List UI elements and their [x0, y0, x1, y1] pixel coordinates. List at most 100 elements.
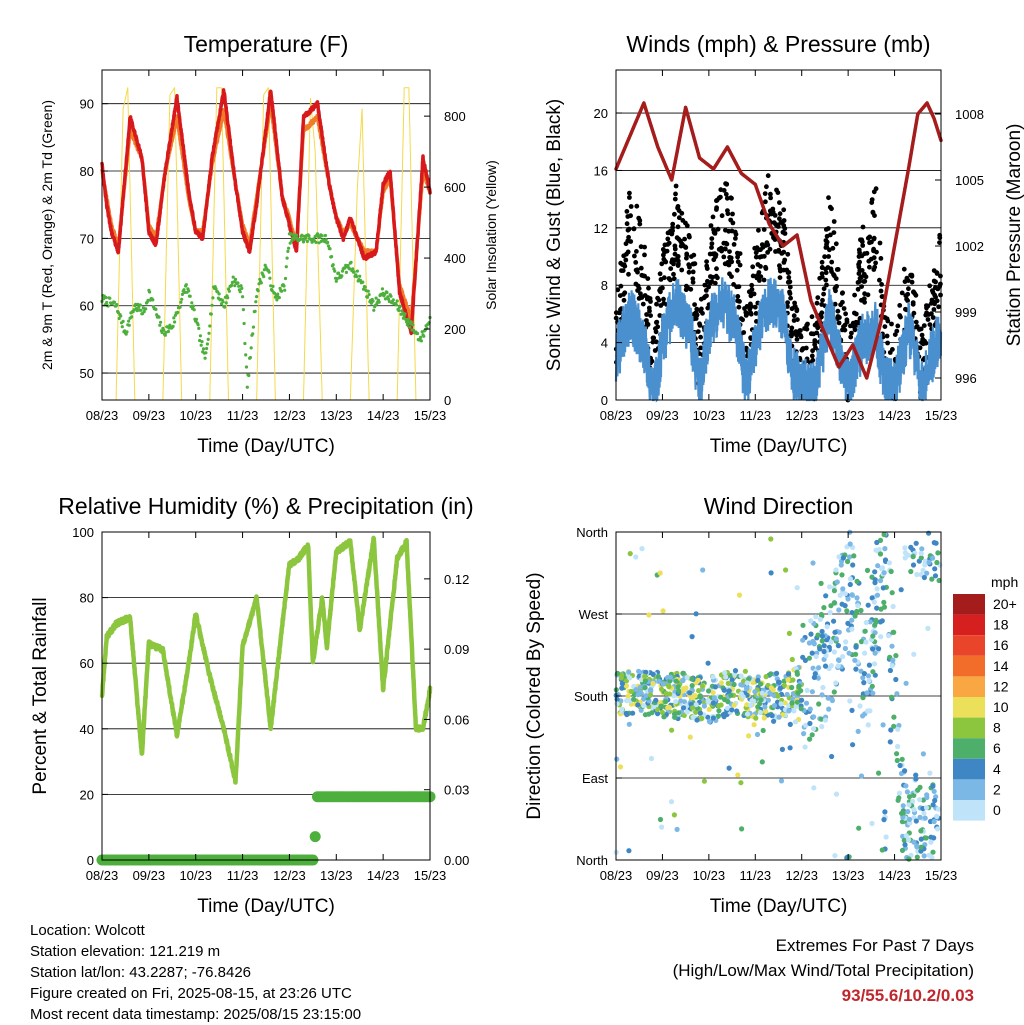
- direction-point: [875, 563, 881, 569]
- direction-point: [667, 674, 674, 680]
- gust-point: [736, 304, 742, 310]
- direction-point: [932, 573, 939, 579]
- gust-point: [810, 348, 815, 354]
- direction-point: [840, 555, 847, 561]
- direction-point: [854, 595, 860, 601]
- direction-point: [847, 581, 853, 588]
- direction-point: [787, 745, 793, 751]
- direction-point: [902, 550, 909, 556]
- gust-point: [764, 240, 770, 246]
- extremes-subtitle: (High/Low/Max Wind/Total Precipitation): [672, 961, 974, 980]
- dewpoint-point: [208, 324, 212, 328]
- gust-point: [865, 235, 871, 241]
- dewpoint-point: [361, 280, 365, 284]
- direction-point: [710, 674, 716, 680]
- gust-point: [754, 275, 760, 281]
- direction-point: [919, 546, 925, 552]
- dewpoint-point: [394, 303, 398, 307]
- frame-layer: [101, 69, 942, 861]
- gust-point: [777, 211, 783, 217]
- legend-label: 2: [993, 781, 1001, 797]
- direction-point: [881, 531, 887, 538]
- dewpoint-point: [355, 269, 359, 273]
- direction-point: [744, 711, 751, 717]
- direction-point: [822, 717, 829, 723]
- gust-point: [641, 273, 646, 279]
- dewpoint-point: [315, 232, 320, 236]
- gust-point: [623, 257, 629, 263]
- legend-label: 4: [993, 761, 1001, 777]
- gust-point: [621, 297, 627, 303]
- dewpoint-point: [328, 247, 332, 251]
- dewpoint-point: [154, 307, 158, 311]
- gust-point: [849, 330, 854, 336]
- gust-point: [661, 300, 667, 306]
- direction-point: [929, 854, 935, 861]
- direction-point: [891, 714, 897, 720]
- gust-point: [676, 215, 682, 221]
- gust-point: [627, 190, 632, 196]
- gust-point: [767, 246, 773, 252]
- dewpoint-point: [352, 270, 356, 274]
- direction-point: [789, 700, 795, 706]
- gust-point: [697, 321, 702, 327]
- gust-point: [843, 311, 848, 317]
- humidity-xtick-label: 11/23: [227, 868, 259, 883]
- gust-point: [814, 330, 820, 336]
- direction-point: [760, 727, 766, 734]
- dewpoint-point: [164, 330, 168, 334]
- direction-point: [847, 576, 854, 582]
- direction-point: [899, 847, 906, 854]
- gust-point: [682, 236, 687, 242]
- gust-point: [872, 264, 878, 270]
- direction-point: [854, 578, 860, 585]
- gust-point: [670, 225, 675, 230]
- direction-point: [836, 607, 842, 613]
- direction-point: [821, 648, 827, 655]
- gust-point: [759, 242, 765, 248]
- direction-point: [872, 622, 878, 628]
- gust-point: [671, 271, 676, 277]
- direction-point: [889, 643, 895, 649]
- direction-point: [853, 644, 859, 650]
- dewpoint-point: [391, 298, 395, 302]
- direction-point: [847, 541, 853, 547]
- dewpoint-point: [406, 317, 410, 321]
- dewpoint-point: [294, 233, 299, 237]
- dewpoint-point: [331, 263, 335, 267]
- gust-point: [724, 181, 730, 187]
- winds-ytick-label: 0: [601, 393, 608, 408]
- gust-point: [936, 304, 941, 310]
- direction-point: [739, 826, 745, 832]
- gust-point: [834, 267, 840, 272]
- temp-2m-line: [100, 88, 432, 336]
- dewpoint-point: [187, 289, 191, 293]
- direction-point: [738, 780, 744, 786]
- direction-point: [697, 693, 703, 699]
- direction-point: [671, 812, 678, 818]
- humidity-xtick-label: 09/23: [133, 868, 166, 883]
- gust-point: [748, 311, 754, 317]
- gust-point: [773, 222, 779, 227]
- direction-point: [921, 810, 927, 816]
- gust-point: [704, 259, 709, 264]
- direction-point: [676, 710, 682, 716]
- direction-ytick-label: North: [576, 853, 608, 868]
- direction-point: [660, 681, 666, 687]
- gust-point: [763, 199, 768, 205]
- dewpoint-point: [214, 287, 218, 291]
- gust-point: [913, 319, 919, 325]
- direction-point: [925, 625, 931, 632]
- gust-point: [695, 329, 701, 334]
- dewpoint-point: [160, 330, 164, 335]
- gust-point: [906, 286, 911, 292]
- gust-point: [718, 245, 724, 251]
- direction-point: [930, 555, 936, 561]
- temperature-xtick-label: 12/23: [273, 408, 306, 423]
- winds-plot-frame: [615, 69, 942, 401]
- gust-point: [754, 319, 759, 324]
- dewpoint-point: [240, 286, 244, 290]
- dewpoint-point: [182, 288, 186, 292]
- gust-point: [692, 302, 697, 307]
- direction-point: [705, 697, 711, 704]
